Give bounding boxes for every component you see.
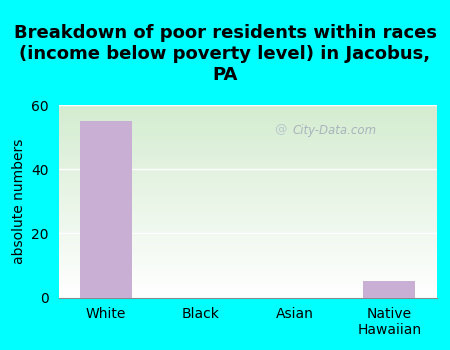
Bar: [363, 281, 415, 298]
Text: City-Data.com: City-Data.com: [293, 124, 377, 136]
Text: Breakdown of poor residents within races
(income below poverty level) in Jacobus: Breakdown of poor residents within races…: [14, 25, 436, 84]
Bar: [80, 121, 132, 298]
Text: @: @: [274, 124, 287, 136]
Y-axis label: absolute numbers: absolute numbers: [12, 139, 26, 264]
